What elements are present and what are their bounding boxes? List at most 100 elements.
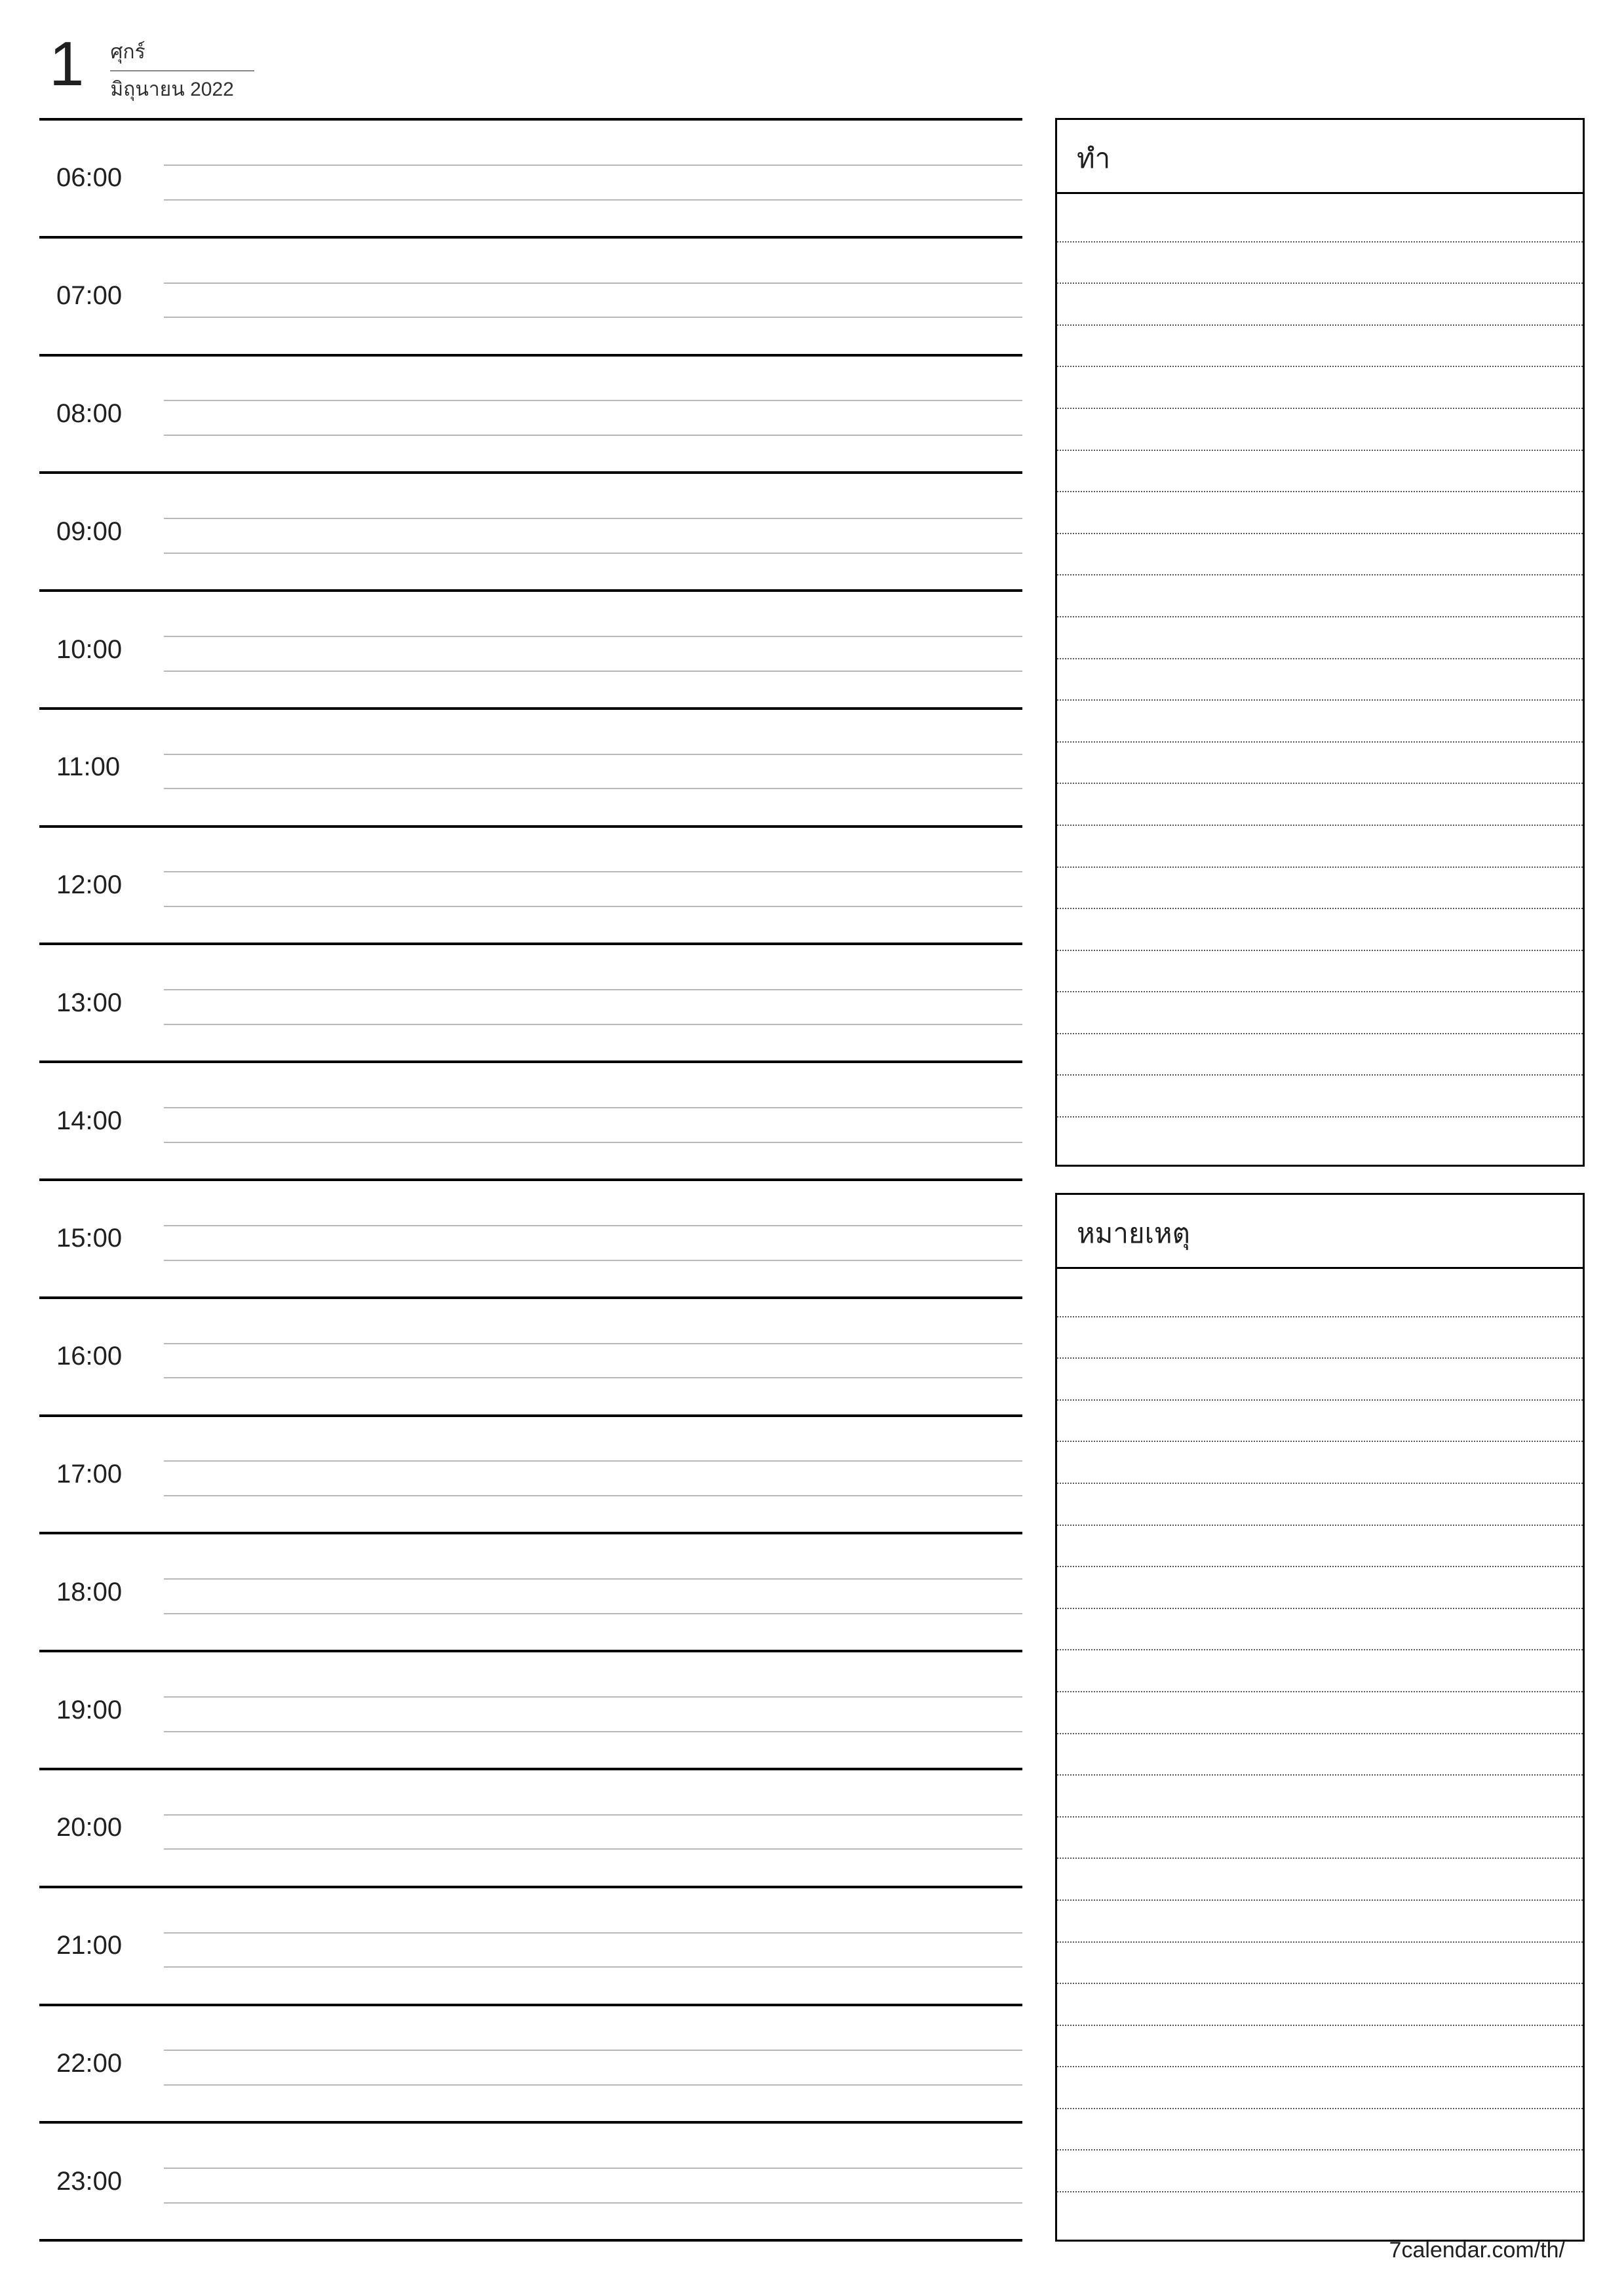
hour-writing-lines <box>164 828 1022 943</box>
header: 1 ศุกร์ มิถุนายน 2022 <box>39 33 1585 105</box>
footer-url: 7calendar.com/th/ <box>1389 2238 1565 2263</box>
ruled-line <box>1057 241 1583 243</box>
ruled-line <box>1057 1983 1583 1984</box>
ruled-line <box>1057 2066 1583 2067</box>
ruled-line <box>1057 1033 1583 1034</box>
hour-label: 19:00 <box>39 1652 157 1768</box>
ruled-line <box>1057 1399 1583 1401</box>
ruled-line <box>1057 1858 1583 1859</box>
ruled-line <box>1057 991 1583 992</box>
ruled-line <box>1057 616 1583 617</box>
hour-row: 15:00 <box>39 1178 1022 1296</box>
ruled-line <box>1057 1116 1583 1118</box>
hour-label: 12:00 <box>39 828 157 943</box>
hour-row: 23:00 <box>39 2121 1022 2242</box>
hour-writing-lines <box>164 1652 1022 1768</box>
weekday-label: ศุกร์ <box>110 37 254 71</box>
hour-row: 12:00 <box>39 825 1022 943</box>
hourly-schedule: 06:0007:0008:0009:0010:0011:0012:0013:00… <box>39 118 1022 2242</box>
hour-row: 09:00 <box>39 471 1022 589</box>
hour-writing-lines <box>164 1181 1022 1296</box>
hour-writing-lines <box>164 357 1022 472</box>
hour-row: 20:00 <box>39 1768 1022 1886</box>
hour-writing-lines <box>164 1417 1022 1532</box>
hour-row: 22:00 <box>39 2004 1022 2122</box>
ruled-line <box>1057 1941 1583 1943</box>
hour-label: 09:00 <box>39 474 157 589</box>
hour-label: 13:00 <box>39 945 157 1060</box>
ruled-line <box>1057 408 1583 409</box>
todo-title: ทำ <box>1057 120 1583 194</box>
hour-writing-lines <box>164 1534 1022 1650</box>
ruled-line <box>1057 658 1583 659</box>
hour-row: 11:00 <box>39 707 1022 825</box>
hour-label: 06:00 <box>39 121 157 236</box>
hour-writing-lines <box>164 710 1022 825</box>
hour-label: 20:00 <box>39 1770 157 1886</box>
ruled-line <box>1057 1441 1583 1442</box>
ruled-line <box>1057 533 1583 534</box>
ruled-line <box>1057 783 1583 784</box>
day-meta: ศุกร์ มิถุนายน 2022 <box>110 33 254 105</box>
planner-page: 1 ศุกร์ มิถุนายน 2022 06:0007:0008:0009:… <box>0 0 1624 2296</box>
hour-label: 17:00 <box>39 1417 157 1532</box>
ruled-line <box>1057 491 1583 492</box>
hour-writing-lines <box>164 945 1022 1060</box>
ruled-line <box>1057 699 1583 701</box>
ruled-line <box>1057 2025 1583 2026</box>
hour-writing-lines <box>164 1063 1022 1178</box>
hour-label: 14:00 <box>39 1063 157 1178</box>
ruled-line <box>1057 2108 1583 2109</box>
hour-row: 10:00 <box>39 589 1022 707</box>
hour-writing-lines <box>164 2124 1022 2239</box>
ruled-line <box>1057 1566 1583 1567</box>
hour-label: 08:00 <box>39 357 157 472</box>
month-year-label: มิถุนายน 2022 <box>110 71 254 105</box>
hour-row: 19:00 <box>39 1650 1022 1768</box>
ruled-line <box>1057 1608 1583 1609</box>
ruled-line <box>1057 574 1583 575</box>
hour-row: 13:00 <box>39 943 1022 1060</box>
hour-writing-lines <box>164 239 1022 354</box>
notes-lines-area <box>1057 1269 1583 2240</box>
side-column: ทำ หมายเหตุ <box>1055 118 1585 2242</box>
hour-writing-lines <box>164 2006 1022 2122</box>
ruled-line <box>1057 825 1583 826</box>
hour-row: 07:00 <box>39 236 1022 354</box>
ruled-line <box>1057 1649 1583 1650</box>
hour-label: 15:00 <box>39 1181 157 1296</box>
hour-label: 11:00 <box>39 710 157 825</box>
hour-row: 14:00 <box>39 1060 1022 1178</box>
ruled-line <box>1057 1357 1583 1359</box>
hour-row: 18:00 <box>39 1532 1022 1650</box>
hour-row: 21:00 <box>39 1886 1022 2004</box>
todo-lines-area <box>1057 194 1583 1165</box>
notes-title: หมายเหตุ <box>1057 1195 1583 1269</box>
hour-writing-lines <box>164 1770 1022 1886</box>
hour-writing-lines <box>164 592 1022 707</box>
ruled-line <box>1057 1691 1583 1692</box>
ruled-line <box>1057 282 1583 284</box>
ruled-line <box>1057 1816 1583 1818</box>
ruled-line <box>1057 741 1583 743</box>
hour-row: 16:00 <box>39 1296 1022 1414</box>
hour-label: 22:00 <box>39 2006 157 2122</box>
ruled-line <box>1057 908 1583 909</box>
ruled-line <box>1057 1899 1583 1901</box>
hour-label: 23:00 <box>39 2124 157 2239</box>
ruled-line <box>1057 450 1583 451</box>
day-number: 1 <box>49 33 84 96</box>
ruled-line <box>1057 1733 1583 1734</box>
ruled-line <box>1057 950 1583 951</box>
ruled-line <box>1057 2191 1583 2192</box>
hour-row: 06:00 <box>39 118 1022 236</box>
notes-panel: หมายเหตุ <box>1055 1193 1585 2242</box>
ruled-line <box>1057 1774 1583 1776</box>
hour-writing-lines <box>164 1888 1022 2004</box>
hour-row: 17:00 <box>39 1414 1022 1532</box>
ruled-line <box>1057 1483 1583 1484</box>
ruled-line <box>1057 366 1583 367</box>
ruled-line <box>1057 324 1583 326</box>
ruled-line <box>1057 1316 1583 1317</box>
hour-writing-lines <box>164 121 1022 236</box>
